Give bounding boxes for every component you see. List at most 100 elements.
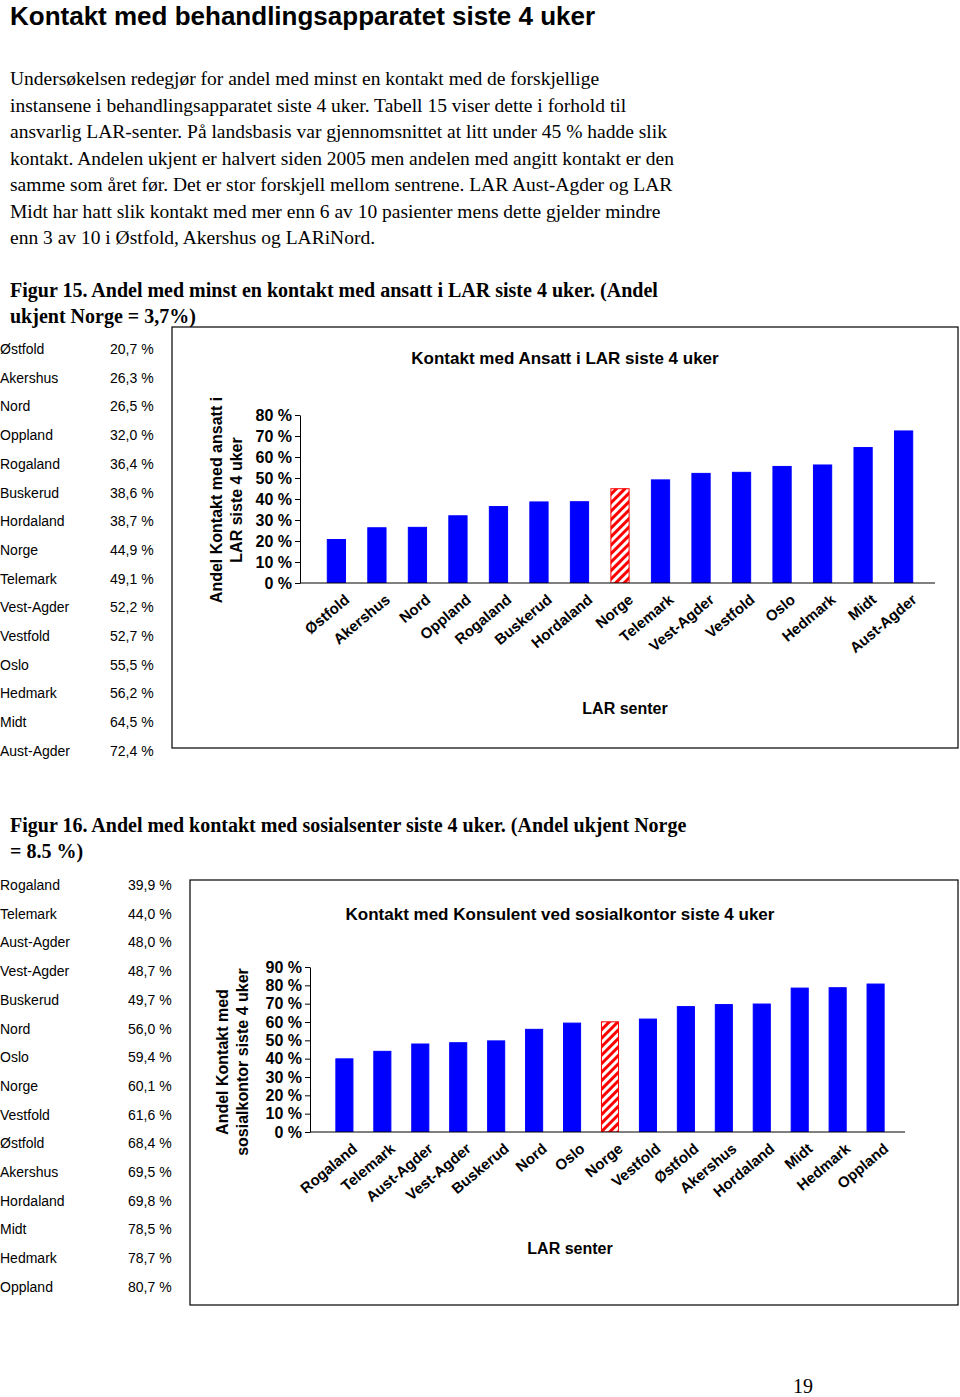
tick-label: Buskerud xyxy=(448,1140,512,1197)
bars xyxy=(327,431,912,583)
bar xyxy=(601,1022,618,1132)
table-cell: Rogaland xyxy=(0,456,60,472)
tick-mark xyxy=(295,436,300,437)
tick-label: 50 % xyxy=(256,470,292,487)
bars xyxy=(336,984,884,1132)
tick-label: 40 % xyxy=(256,491,292,508)
paragraph-line: enn 3 av 10 i Østfold, Akershus og LARiN… xyxy=(10,227,375,248)
tick-mark xyxy=(305,1114,310,1115)
y-axis: 0 %10 %20 %30 %40 %50 %60 %70 %80 % xyxy=(256,407,301,592)
tick-label: 10 % xyxy=(266,1105,302,1122)
table-cell: 78,5 % xyxy=(128,1221,172,1237)
tick-label: 60 % xyxy=(256,449,292,466)
chart-frame xyxy=(172,327,958,748)
table-cell: 56,0 % xyxy=(128,1021,172,1037)
table-cell: Østfold xyxy=(0,1135,44,1151)
table-cell: Akershus xyxy=(0,1164,58,1180)
tick-mark xyxy=(295,457,300,458)
page: Kontakt med behandlingsapparatet siste 4… xyxy=(0,0,960,1397)
table-cell: Akershus xyxy=(0,370,58,386)
axis-line xyxy=(300,583,935,584)
bar xyxy=(489,507,507,583)
tick-mark xyxy=(305,967,310,968)
heading: Kontakt med behandlingsapparatet siste 4… xyxy=(10,1,595,31)
bar xyxy=(570,502,588,583)
bar xyxy=(450,1043,467,1132)
tick-label: 70 % xyxy=(256,428,292,445)
bar xyxy=(715,1005,732,1132)
table-cell: Oslo xyxy=(0,657,29,673)
tick: 10 % xyxy=(266,1105,310,1122)
table-cell: Aust-Agder xyxy=(0,934,70,950)
bar xyxy=(530,502,548,583)
tick: 80 % xyxy=(256,407,300,424)
table-cell: 39,9 % xyxy=(128,877,172,893)
table-cell: 36,4 % xyxy=(110,456,154,472)
tick-label: Vestfold xyxy=(608,1140,664,1191)
table-cell: Hordaland xyxy=(0,1193,65,1209)
bar xyxy=(894,431,912,583)
x-axis: ØstfoldAkershusNordOpplandRogalandBusker… xyxy=(300,583,935,656)
figure-caption: ukjent Norge = 3,7%) xyxy=(10,305,196,328)
tick-label: 20 % xyxy=(256,533,292,550)
table-cell: Nord xyxy=(0,1021,30,1037)
table-cell: Nord xyxy=(0,398,30,414)
x-axis-title: LAR senter xyxy=(527,1240,612,1257)
bar xyxy=(336,1059,353,1132)
tick-mark xyxy=(305,1095,310,1096)
axis-line xyxy=(310,968,311,1133)
tick-mark xyxy=(295,415,300,416)
bar xyxy=(651,480,669,583)
tick-mark xyxy=(295,583,300,584)
table-cell: 69,8 % xyxy=(128,1193,172,1209)
figure-caption: Figur 15. Andel med minst en kontakt med… xyxy=(10,279,658,302)
bar xyxy=(488,1041,505,1132)
tick-label: 90 % xyxy=(266,959,302,976)
table-cell: 52,7 % xyxy=(110,628,154,644)
tick-label: Hordaland xyxy=(710,1140,778,1201)
table-cell: Buskerud xyxy=(0,485,59,501)
tick: Hordaland xyxy=(710,1140,778,1201)
table-cell: 64,5 % xyxy=(110,714,154,730)
table-cell: 68,4 % xyxy=(128,1135,172,1151)
paragraph-line: instansene i behandlingsapparatet siste … xyxy=(10,95,627,116)
table-cell: 38,7 % xyxy=(110,513,154,529)
tick: Vest-Agder xyxy=(646,591,718,655)
table-cell: Hedmark xyxy=(0,685,58,701)
tick-label: 30 % xyxy=(256,512,292,529)
table-cell: 69,5 % xyxy=(128,1164,172,1180)
table-cell: Rogaland xyxy=(0,877,60,893)
tick-mark xyxy=(305,985,310,986)
tick: Vestfold xyxy=(608,1140,664,1191)
bar xyxy=(773,466,791,583)
bar xyxy=(867,984,884,1132)
tick-mark xyxy=(305,1022,310,1023)
tick-mark xyxy=(295,562,300,563)
table-cell: 49,7 % xyxy=(128,992,172,1008)
chart: Kontakt med Konsulent ved sosialkontor s… xyxy=(190,880,958,1305)
tick-mark xyxy=(305,1132,310,1133)
tick: Nord xyxy=(512,1140,550,1176)
tick-mark xyxy=(295,478,300,479)
table-cell: Telemark xyxy=(0,906,58,922)
tick: 20 % xyxy=(256,533,300,550)
x-axis-title: LAR senter xyxy=(582,700,667,717)
axis-line xyxy=(310,1132,905,1133)
table-cell: 60,1 % xyxy=(128,1078,172,1094)
chart: Kontakt med Ansatt i LAR siste 4 uker0 %… xyxy=(172,327,958,748)
tick-mark xyxy=(305,1004,310,1005)
table-cell: 26,3 % xyxy=(110,370,154,386)
table-cell: 61,6 % xyxy=(128,1107,172,1123)
tick: 50 % xyxy=(256,470,300,487)
page-number: 19 xyxy=(793,1375,813,1397)
tick-mark xyxy=(295,541,300,542)
table-cell: Vest-Agder xyxy=(0,963,70,979)
tick-label: Aust-Agder xyxy=(846,591,920,657)
table-cell: 52,2 % xyxy=(110,599,154,615)
tick: 70 % xyxy=(256,428,300,445)
table-cell: 44,0 % xyxy=(128,906,172,922)
tick-mark xyxy=(295,499,300,500)
bar xyxy=(813,465,831,583)
bar xyxy=(829,988,846,1132)
table-cell: 38,6 % xyxy=(110,485,154,501)
